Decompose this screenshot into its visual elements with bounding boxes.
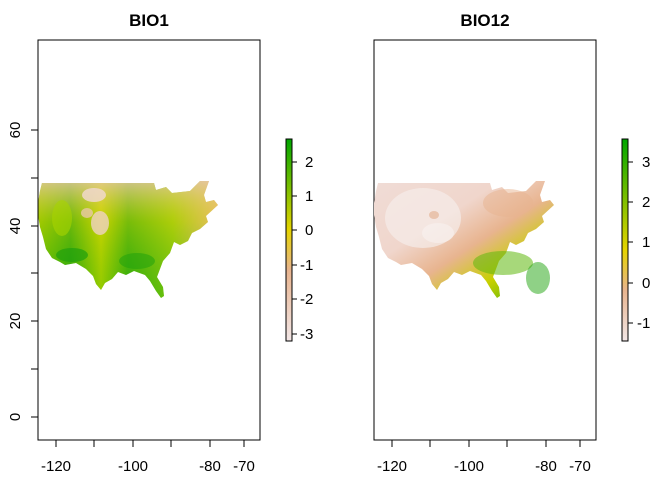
- legend-tick-label: 0: [642, 275, 650, 292]
- x-tick-label: -100: [454, 458, 484, 475]
- y-tick-label: 60: [7, 122, 24, 139]
- legend-tick-label: 0: [305, 222, 313, 239]
- x-tick-label: -80: [199, 458, 221, 475]
- panel-bio12: BIO12 -120 -100 -80 -70: [373, 11, 650, 475]
- x-tick-label: -70: [233, 458, 255, 475]
- x-tick-label: -120: [377, 458, 407, 475]
- legend-color-bar: [621, 138, 629, 342]
- legend-tick-label: 1: [642, 234, 650, 251]
- legend-tick-label: 1: [305, 188, 313, 205]
- legend-tick-label: 2: [305, 154, 313, 171]
- legend-tick-label: 3: [642, 154, 650, 171]
- legend-color-bar: [285, 138, 293, 342]
- y-axis: 0 20 40 60: [7, 122, 39, 421]
- panel-title: BIO12: [460, 11, 509, 30]
- y-tick-label: 20: [7, 313, 24, 330]
- x-tick-label: -80: [535, 458, 557, 475]
- color-legend: 3 2 1 0 -1: [621, 138, 650, 342]
- legend-tick-label: -1: [300, 257, 313, 274]
- legend-tick-label: -1: [637, 315, 650, 332]
- color-legend: 2 1 0 -1 -2 -3: [285, 138, 313, 343]
- legend-tick-label: 2: [642, 194, 650, 211]
- x-tick-label: -120: [41, 458, 71, 475]
- legend-tick-label: -3: [300, 326, 313, 343]
- x-axis: -120 -100 -80 -70: [377, 439, 591, 475]
- x-axis: -120 -100 -80 -70: [41, 439, 255, 475]
- x-tick-label: -100: [118, 458, 148, 475]
- panel-title: BIO1: [129, 11, 169, 30]
- x-tick-label: -70: [569, 458, 591, 475]
- y-tick-label: 40: [7, 218, 24, 235]
- legend-tick-label: -2: [300, 291, 313, 308]
- y-tick-label: 0: [7, 413, 24, 421]
- panel-bio1: BIO1 -120 -100 -80 -70: [7, 11, 313, 475]
- raster-map-bio1: [38, 181, 218, 298]
- raster-map-bio12: [374, 181, 554, 298]
